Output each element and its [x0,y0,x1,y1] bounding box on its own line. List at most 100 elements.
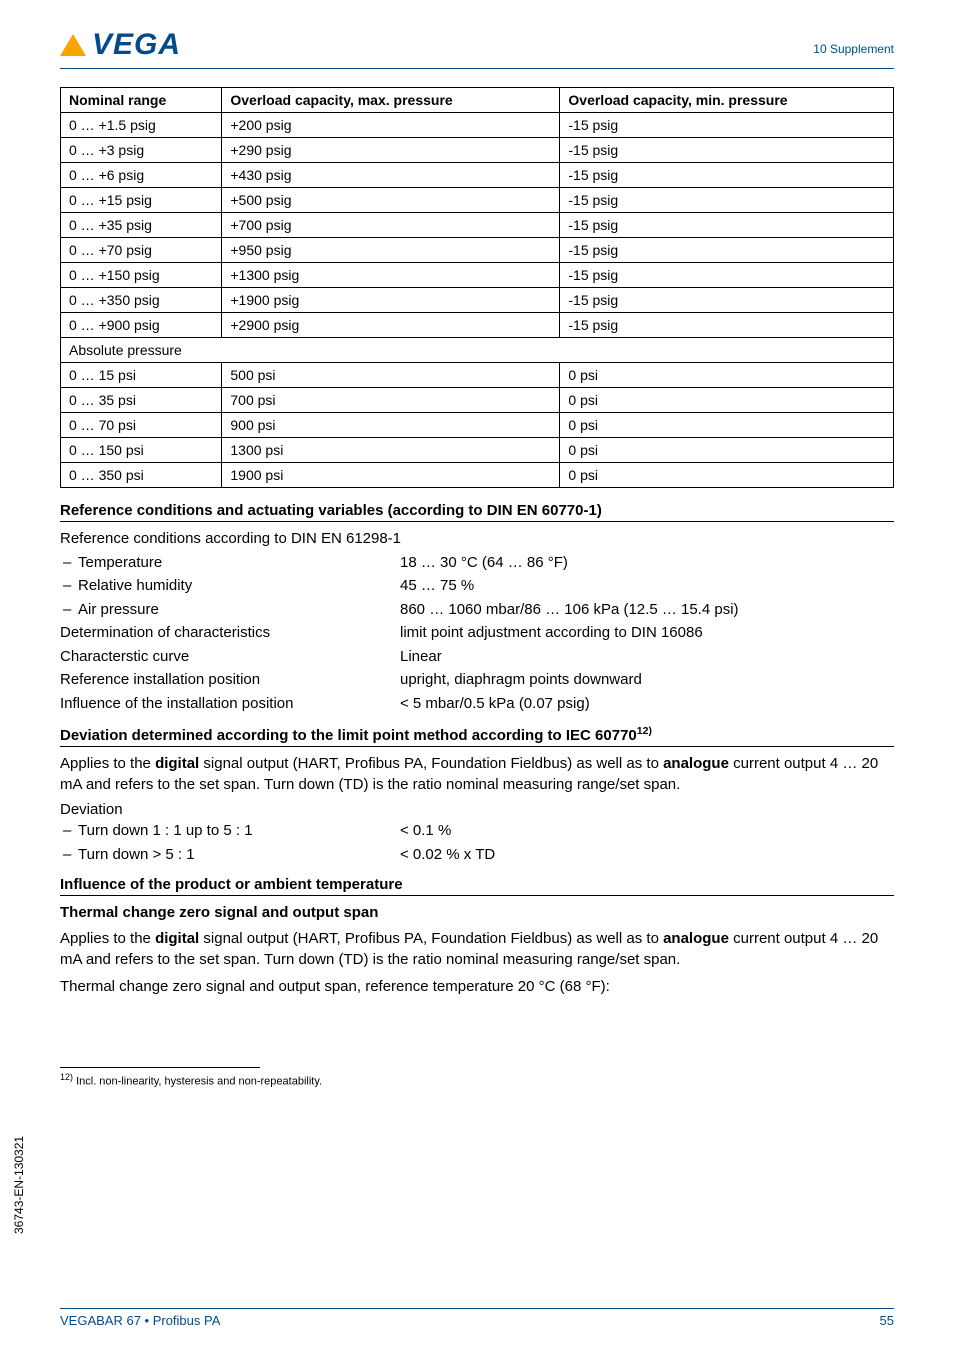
footer-page-number: 55 [880,1313,894,1328]
footnote-sup: 12) [60,1072,73,1082]
table-cell: -15 psig [560,113,894,138]
footnote-text: Incl. non-linearity, hysteresis and non-… [73,1076,322,1088]
table-row: 0 … +35 psig+700 psig-15 psig [61,213,894,238]
table-cell: -15 psig [560,188,894,213]
table-cell: +290 psig [222,138,560,163]
table-cell: 0 … +6 psig [61,163,222,188]
deviation-sub: Deviation [60,801,894,818]
logo: VEGA [60,28,181,62]
txt-bold: digital [155,755,199,772]
kv-value: < 0.02 % x TD [400,844,894,867]
absolute-pressure-cell: Absolute pressure [61,338,894,363]
table-cell: +430 psig [222,163,560,188]
table-cell: 0 … +150 psig [61,263,222,288]
table-row: 0 … +150 psig+1300 psig-15 psig [61,263,894,288]
table-cell: -15 psig [560,213,894,238]
page-header: VEGA 10 Supplement [60,28,894,69]
table-cell: 0 … +900 psig [61,313,222,338]
table-row: 0 … 150 psi1300 psi0 psi [61,438,894,463]
table-cell: +2900 psig [222,313,560,338]
table-cell: +200 psig [222,113,560,138]
footnote-separator [60,1067,260,1068]
table-row: 0 … +900 psig+2900 psig-15 psig [61,313,894,338]
table-header-row: Nominal range Overload capacity, max. pr… [61,88,894,113]
txt: Applies to the [60,755,155,772]
table-row: 0 … 70 psi900 psi0 psi [61,413,894,438]
kv-label: Temperature [60,552,400,575]
table-row: 0 … 35 psi700 psi0 psi [61,388,894,413]
deviation-heading-sup: 12) [637,725,652,737]
table-cell: 0 … +35 psig [61,213,222,238]
kv-label: Air pressure [60,599,400,622]
txt-bold: analogue [663,755,729,772]
txt-bold: digital [155,930,199,947]
table-cell: 0 psi [560,363,894,388]
table-cell: 0 … 150 psi [61,438,222,463]
deviation-heading-text: Deviation determined according to the li… [60,727,637,744]
logo-triangle-icon [60,34,86,56]
section-heading-influence: Influence of the product or ambient temp… [60,876,894,896]
kv-value: upright, diaphragm points downward [400,669,894,692]
table-row: 0 … +15 psig+500 psig-15 psig [61,188,894,213]
table-cell: 1900 psi [222,463,560,488]
kv-label: Relative humidity [60,575,400,598]
kv-label: Turn down > 5 : 1 [60,844,400,867]
table-row: 0 … +70 psig+950 psig-15 psig [61,238,894,263]
table-cell: -15 psig [560,288,894,313]
table-cell: 0 psi [560,388,894,413]
table-cell: +1900 psig [222,288,560,313]
kv-value: < 5 mbar/0.5 kPa (0.07 psig) [400,693,894,716]
table-cell: 0 psi [560,463,894,488]
table-cell: 500 psi [222,363,560,388]
kv-row: Air pressure860 … 1060 mbar/86 … 106 kPa… [60,599,894,622]
section-heading-deviation: Deviation determined according to the li… [60,725,894,747]
side-document-code: 36743-EN-130321 [12,1136,26,1234]
table-cell: +700 psig [222,213,560,238]
table-cell: -15 psig [560,313,894,338]
kv-row: Turn down 1 : 1 up to 5 : 1< 0.1 % [60,820,894,843]
kv-value: 18 … 30 °C (64 … 86 °F) [400,552,894,575]
section-heading-reference: Reference conditions and actuating varia… [60,502,894,522]
logo-text: VEGA [92,28,181,62]
table-row: 0 … 15 psi500 psi0 psi [61,363,894,388]
kv-label: Turn down 1 : 1 up to 5 : 1 [60,820,400,843]
table-cell: 1300 psi [222,438,560,463]
txt: signal output (HART, Profibus PA, Founda… [199,755,663,772]
table-cell: 0 … 15 psi [61,363,222,388]
col-min: Overload capacity, min. pressure [560,88,894,113]
txt-bold: Thermal change zero signal and output sp… [60,904,378,921]
kv-value: < 0.1 % [400,820,894,843]
table-cell: 0 psi [560,438,894,463]
kv-value: Linear [400,646,894,669]
table-cell: 0 … 70 psi [61,413,222,438]
col-max: Overload capacity, max. pressure [222,88,560,113]
table-span-row: Absolute pressure [61,338,894,363]
table-cell: 0 … +3 psig [61,138,222,163]
txt-bold: analogue [663,930,729,947]
table-row: 0 … +350 psig+1900 psig-15 psig [61,288,894,313]
txt: Applies to the [60,930,155,947]
table-cell: 0 … 35 psi [61,388,222,413]
table-cell: -15 psig [560,238,894,263]
table-cell: +500 psig [222,188,560,213]
table-cell: 900 psi [222,413,560,438]
table-cell: 0 … +350 psig [61,288,222,313]
thermal-line2: Thermal change zero signal and output sp… [60,976,894,997]
kv-value: limit point adjustment according to DIN … [400,622,894,645]
kv-label: Characterstic curve [60,646,400,669]
footnote: 12) Incl. non-linearity, hysteresis and … [60,1072,894,1089]
kv-value: 45 … 75 % [400,575,894,598]
header-section-label: 10 Supplement [813,28,894,56]
txt: signal output (HART, Profibus PA, Founda… [199,930,663,947]
table-row: 0 … +1.5 psig+200 psig-15 psig [61,113,894,138]
kv-value: 860 … 1060 mbar/86 … 106 kPa (12.5 … 15.… [400,599,894,622]
table-cell: 0 … +70 psig [61,238,222,263]
kv-label: Reference installation position [60,669,400,692]
table-row: 0 … +3 psig+290 psig-15 psig [61,138,894,163]
table-cell: -15 psig [560,138,894,163]
kv-row: Characterstic curveLinear [60,646,894,669]
page-footer: VEGABAR 67 • Profibus PA 55 [60,1308,894,1328]
thermal-paragraph: Applies to the digital signal output (HA… [60,928,894,970]
kv-row: Reference installation positionupright, … [60,669,894,692]
footer-product: VEGABAR 67 • Profibus PA [60,1313,220,1328]
